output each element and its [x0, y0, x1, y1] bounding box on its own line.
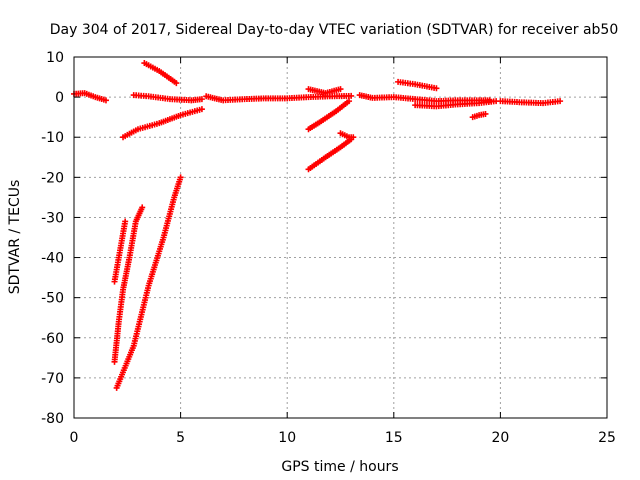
chart-title: Day 304 of 2017, Sidereal Day-to-day VTE…	[50, 22, 619, 38]
y-tick-label: 0	[55, 90, 64, 106]
data-point	[337, 86, 344, 93]
y-tick-label: -50	[41, 291, 64, 307]
data-points	[71, 60, 564, 391]
y-axis-label: SDTVAR / TECUs	[7, 180, 23, 295]
data-track	[497, 98, 564, 107]
data-point	[102, 97, 109, 104]
y-tick-label: -30	[41, 210, 64, 226]
x-tick-label: 20	[491, 430, 509, 446]
x-tick-label: 5	[176, 430, 185, 446]
x-tick-label: 25	[598, 430, 616, 446]
y-tick-label: -40	[41, 251, 64, 267]
data-track	[113, 174, 184, 391]
data-track	[305, 136, 355, 173]
y-tick-label: -70	[41, 371, 64, 387]
data-point	[139, 204, 146, 211]
data-track	[469, 110, 489, 121]
data-point	[433, 85, 440, 92]
data-point	[177, 174, 184, 181]
x-tick-label: 0	[70, 430, 79, 446]
x-tick-label: 10	[278, 430, 296, 446]
data-track	[130, 92, 205, 104]
data-track	[395, 78, 440, 92]
data-track	[305, 98, 353, 133]
y-tick-label: -20	[41, 170, 64, 186]
y-tick-label: -60	[41, 331, 64, 347]
y-tick-label: -80	[41, 411, 64, 427]
data-point	[346, 98, 353, 105]
data-track	[203, 92, 355, 104]
data-track	[120, 106, 205, 141]
data-track	[71, 90, 109, 104]
ticks: 0 5 10 15 20 25 10 0 -10 -20 -30 -40 -50 -60 -70 -80	[41, 50, 616, 446]
plot-frame	[73, 56, 608, 419]
data-point	[173, 80, 180, 87]
x-tick-label: 15	[385, 430, 403, 446]
data-point	[198, 106, 205, 113]
data-point	[122, 218, 129, 225]
data-track	[305, 86, 344, 97]
data-point	[198, 96, 205, 103]
x-axis-label: GPS time / hours	[281, 459, 398, 475]
data-track	[141, 60, 180, 87]
data-point	[348, 92, 355, 99]
data-point	[557, 98, 564, 105]
data-track	[111, 204, 146, 365]
data-track	[111, 218, 129, 285]
y-tick-label: 10	[46, 50, 64, 66]
data-point	[348, 136, 355, 143]
grid	[74, 57, 607, 418]
data-point	[482, 110, 489, 117]
data-track	[412, 98, 500, 110]
y-tick-label: -10	[41, 130, 64, 146]
